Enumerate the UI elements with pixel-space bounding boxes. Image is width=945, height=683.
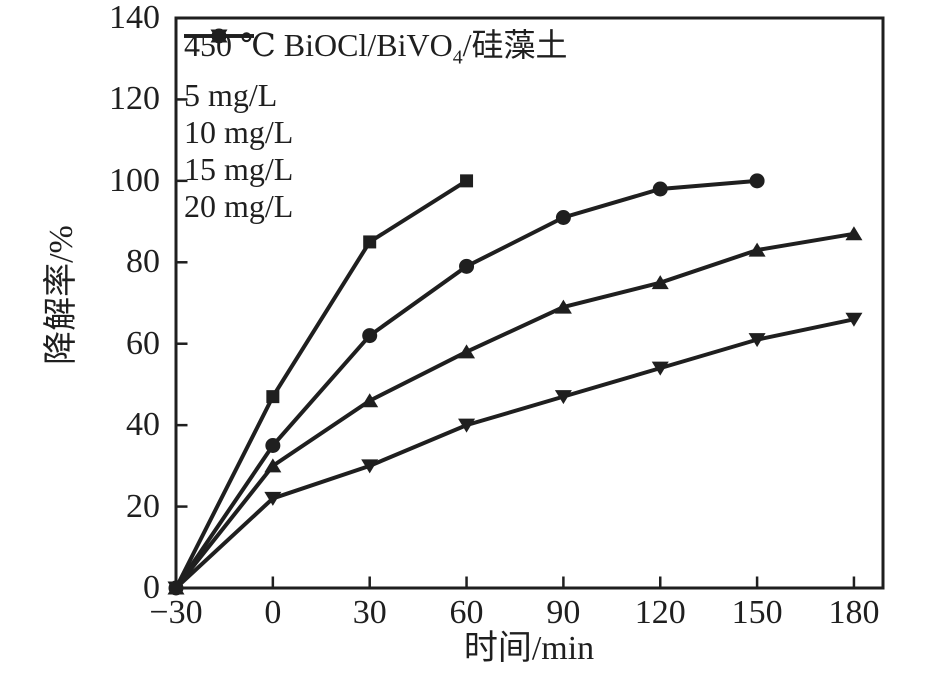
legend-title-subscript: 4 [452, 46, 463, 69]
marker-triangle-down [458, 418, 476, 433]
y-tick-label: 140 [109, 0, 160, 36]
y-tick-label: 40 [126, 406, 160, 444]
y-tick-label: 80 [126, 243, 160, 281]
y-tick-label: 0 [143, 569, 160, 606]
series-line-20mgL [174, 317, 855, 590]
x-tick-label: 180 [828, 594, 880, 631]
marker-circle [652, 181, 668, 197]
legend-title: 450 ℃ BiOCl/BiVO4/硅藻土 [184, 26, 568, 77]
x-tick-label: 60 [449, 594, 484, 631]
legend-item-5mg: 5 mg/L [184, 29, 568, 114]
marker-triangle-down [554, 390, 572, 405]
series-line-15mgL [174, 231, 855, 590]
y-tick-label: 60 [126, 324, 160, 362]
y-axis-label: 降解率/% [43, 225, 80, 365]
legend-item-10mg: 10 mg/L [184, 28, 568, 151]
marker-triangle-down [651, 361, 669, 376]
y-tick-label: 20 [126, 487, 160, 525]
marker-square [363, 235, 377, 249]
legend: 450 ℃ BiOCl/BiVO4/硅藻土 5 mg/L 10 mg/L 15 … [184, 26, 568, 225]
plot-frame [174, 16, 885, 590]
marker-triangle-down [264, 491, 282, 506]
y-tick-label: 120 [109, 80, 160, 118]
x-tick-label: 150 [731, 594, 783, 631]
legend-item-label: 10 mg/L [184, 114, 294, 151]
legend-title-suffix: /硅藻土 [462, 27, 568, 63]
marker-triangle-up [845, 226, 863, 241]
marker-triangle-down [748, 333, 766, 348]
marker-triangle-down [845, 312, 863, 327]
marker-triangle-down [361, 459, 379, 474]
y-tick-label: 100 [109, 161, 160, 199]
x-tick-label: −30 [149, 594, 203, 631]
marker-triangle-up [651, 275, 669, 290]
legend-item-label: 5 mg/L [184, 77, 278, 114]
series-line-10mgL [174, 178, 758, 590]
x-tick-label: 90 [546, 594, 581, 631]
series-line-5mgL [174, 179, 468, 589]
legend-title-text: 450 ℃ BiOCl/BiVO [184, 27, 453, 63]
legend-item-label: 15 mg/L [184, 151, 294, 188]
marker-triangle-down [167, 581, 185, 596]
marker-triangle-up [554, 299, 572, 314]
marker-triangle-up [361, 393, 379, 408]
marker-triangle-up [748, 242, 766, 257]
marker-circle [749, 173, 765, 189]
marker-square [266, 390, 280, 404]
x-tick-label: 120 [634, 594, 686, 631]
x-axis-label: 时间/min [463, 630, 595, 667]
marker-triangle-up [458, 344, 476, 359]
x-tick-label: 0 [264, 594, 282, 631]
legend-item-label: 20 mg/L [184, 188, 294, 225]
legend-item-15mg: 15 mg/L [184, 28, 568, 188]
x-tick-label: 30 [352, 594, 387, 631]
marker-circle [555, 210, 571, 225]
legend-item-20mg: 20 mg/L [184, 29, 568, 225]
marker-circle [362, 328, 378, 344]
marker-circle [265, 438, 281, 453]
legend-marker-triangle-down-icon [184, 29, 254, 44]
marker-square [460, 174, 474, 188]
marker-circle [459, 258, 475, 274]
marker-triangle-up [264, 458, 282, 473]
